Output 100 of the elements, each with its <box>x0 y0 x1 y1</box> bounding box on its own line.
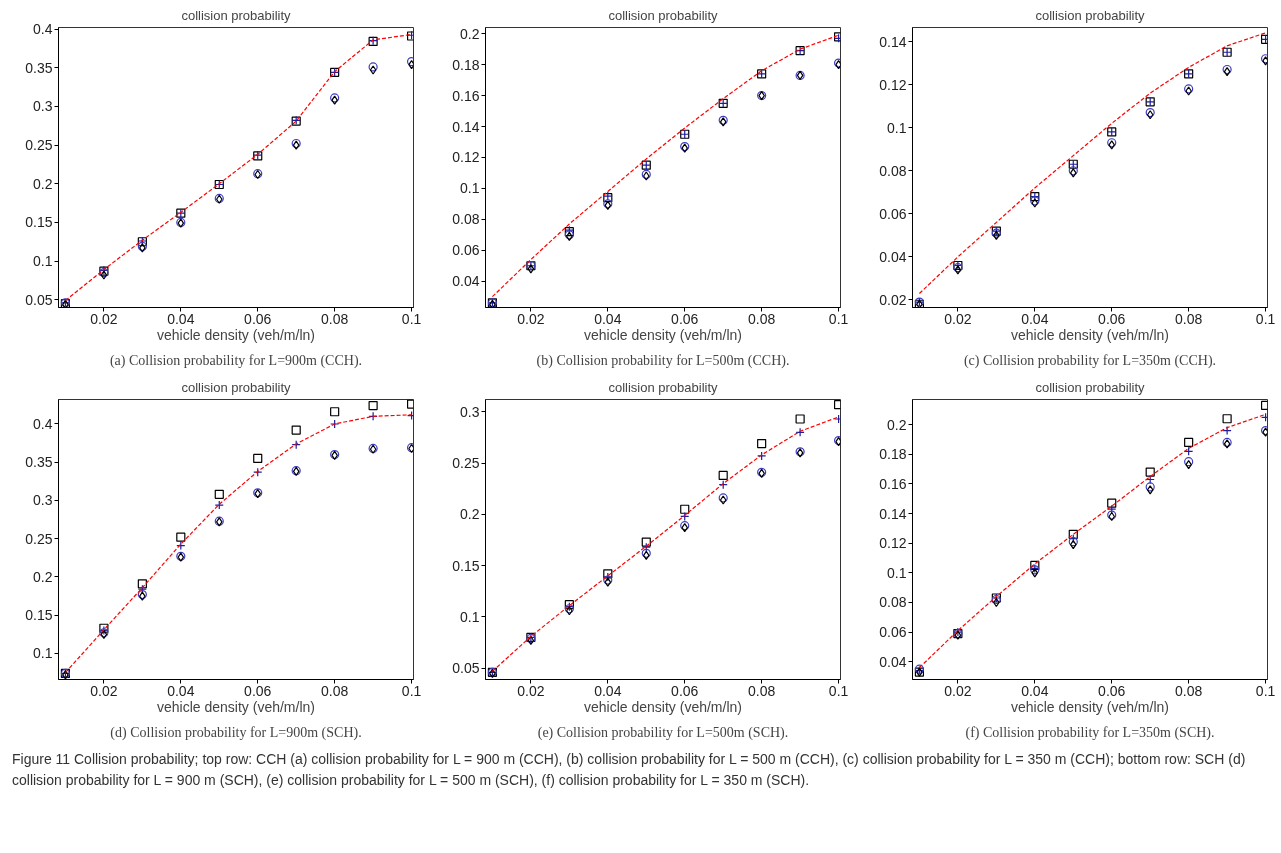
y-tick-label: 0.2 <box>887 416 907 433</box>
y-tick-label: 0.06 <box>452 242 480 259</box>
y-tick-label: 0.3 <box>33 492 53 509</box>
x-axis-title: vehicle density (veh/m/ln) <box>584 698 742 715</box>
y-tick-label: 0.15 <box>452 557 480 574</box>
y-tick-label: 0.04 <box>879 248 907 265</box>
y-tick-label: 0.4 <box>33 21 53 38</box>
y-tick-label: 0.06 <box>879 624 907 641</box>
caption: Figure 11 Collision probability; top row: CCH (a) collision probability for L = 900 m (CCH), (b) collision probability for L = 500 m (CCH), (c) collision probability for L = 350 m (CCH); bottom row: SCH (d) collision probability for L = 900 m (SCH), (e) collision probability for L = 500 m (SCH), (f) collision probability for L = 350 m (SCH). <box>12 750 1247 790</box>
point <box>330 407 340 417</box>
y-tick-label: 0.2 <box>460 506 480 523</box>
point <box>1184 437 1194 448</box>
chart-title: collision probability <box>608 7 719 23</box>
y-tick-label: 0.1 <box>887 119 907 136</box>
y-tick-label: 0.18 <box>879 446 907 463</box>
chart-title: collision probability <box>181 379 292 395</box>
y-tick-label: 0.25 <box>25 137 53 154</box>
y-tick-label: 0.1 <box>460 180 480 197</box>
x-tick-label: 0.08 <box>748 310 776 327</box>
y-tick-label: 0.08 <box>879 162 907 179</box>
y-tick-label: 0.14 <box>879 505 907 522</box>
y-tick-label: 0.2 <box>33 175 53 192</box>
point <box>833 414 841 424</box>
y-tick-label: 0.1 <box>33 645 53 662</box>
chart-title: collision probability <box>608 379 719 395</box>
x-tick-label: 0.08 <box>1175 310 1203 327</box>
y-tick-label: 0.3 <box>460 403 480 420</box>
y-tick-label: 0.16 <box>879 475 907 492</box>
y-tick-label: 0.35 <box>25 59 53 76</box>
text: (a) Collision probability for L=900m (CCH). <box>109 352 363 369</box>
point <box>176 532 186 542</box>
x-tick-label: 0.08 <box>1175 682 1203 699</box>
point <box>214 500 224 510</box>
y-tick-label: 0.05 <box>25 291 53 308</box>
x-tick-label: 0.06 <box>671 310 699 327</box>
x-tick-label: 0.02 <box>90 310 118 327</box>
text: (f) Collision probability for L=350m (SCH). <box>965 724 1215 741</box>
x-tick-label: 0.1 <box>828 682 849 699</box>
y-tick-label: 0.12 <box>879 76 907 93</box>
point <box>833 400 841 410</box>
y-tick-label: 0.08 <box>879 594 907 611</box>
x-tick-label: 0.04 <box>594 310 622 327</box>
point <box>795 427 805 437</box>
x-tick-label: 0.08 <box>748 682 776 699</box>
point <box>1222 426 1232 436</box>
point <box>406 399 414 409</box>
y-tick-label: 0.15 <box>25 607 53 624</box>
point <box>368 401 378 411</box>
y-tick-label: 0.04 <box>879 653 907 670</box>
y-tick-label: 0.4 <box>33 415 53 432</box>
y-tick-label: 0.06 <box>879 205 907 222</box>
y-tick-label: 0.02 <box>879 291 907 308</box>
text: (e) Collision probability for L=500m (SCH). <box>537 724 789 741</box>
point <box>1107 498 1117 508</box>
text: (c) Collision probability for L=350m (CCH). <box>963 352 1217 369</box>
x-axis-title: vehicle density (veh/m/ln) <box>157 698 315 715</box>
x-tick-label: 0.04 <box>594 682 622 699</box>
x-tick-label: 0.02 <box>944 682 972 699</box>
point <box>1260 400 1268 411</box>
x-axis-title: vehicle density (veh/m/ln) <box>157 326 315 343</box>
y-tick-label: 0.3 <box>33 98 53 115</box>
x-tick-label: 0.02 <box>944 310 972 327</box>
point <box>253 453 263 464</box>
point <box>214 489 224 499</box>
y-tick-label: 0.08 <box>452 211 480 228</box>
y-tick-label: 0.15 <box>25 214 53 231</box>
x-tick-label: 0.06 <box>244 682 272 699</box>
x-tick-label: 0.08 <box>321 682 349 699</box>
x-axis-title: vehicle density (veh/m/ln) <box>1011 326 1169 343</box>
x-tick-label: 0.04 <box>167 310 195 327</box>
x-tick-label: 0.06 <box>671 682 699 699</box>
text: (d) Collision probability for L=900m (SCH). <box>110 724 362 741</box>
y-tick-label: 0.12 <box>452 149 480 166</box>
point <box>757 439 767 449</box>
chart-title: collision probability <box>1035 7 1146 23</box>
y-tick-label: 0.25 <box>452 455 480 472</box>
y-tick-label: 0.2 <box>33 568 53 585</box>
x-tick-label: 0.1 <box>401 682 422 699</box>
y-tick-label: 0.04 <box>452 273 480 290</box>
y-tick-label: 0.35 <box>25 454 53 471</box>
point <box>718 470 728 480</box>
x-tick-label: 0.04 <box>167 682 195 699</box>
x-tick-label: 0.04 <box>1021 310 1049 327</box>
x-tick-label: 0.1 <box>1255 682 1276 699</box>
x-tick-label: 0.08 <box>321 310 349 327</box>
point <box>680 504 690 514</box>
chart-title: collision probability <box>181 7 292 23</box>
x-tick-label: 0.06 <box>244 310 272 327</box>
x-tick-label: 0.02 <box>517 310 545 327</box>
y-tick-label: 0.1 <box>460 608 480 625</box>
text: (b) Collision probability for L=500m (CCH). <box>536 352 790 369</box>
point <box>641 537 651 547</box>
x-tick-label: 0.02 <box>90 682 118 699</box>
chart-title: collision probability <box>1035 379 1146 395</box>
point <box>137 579 147 589</box>
x-tick-label: 0.06 <box>1098 310 1126 327</box>
y-tick-label: 0.2 <box>460 25 480 42</box>
x-axis-title: vehicle density (veh/m/ln) <box>584 326 742 343</box>
point <box>291 425 301 435</box>
y-tick-label: 0.14 <box>452 118 480 135</box>
